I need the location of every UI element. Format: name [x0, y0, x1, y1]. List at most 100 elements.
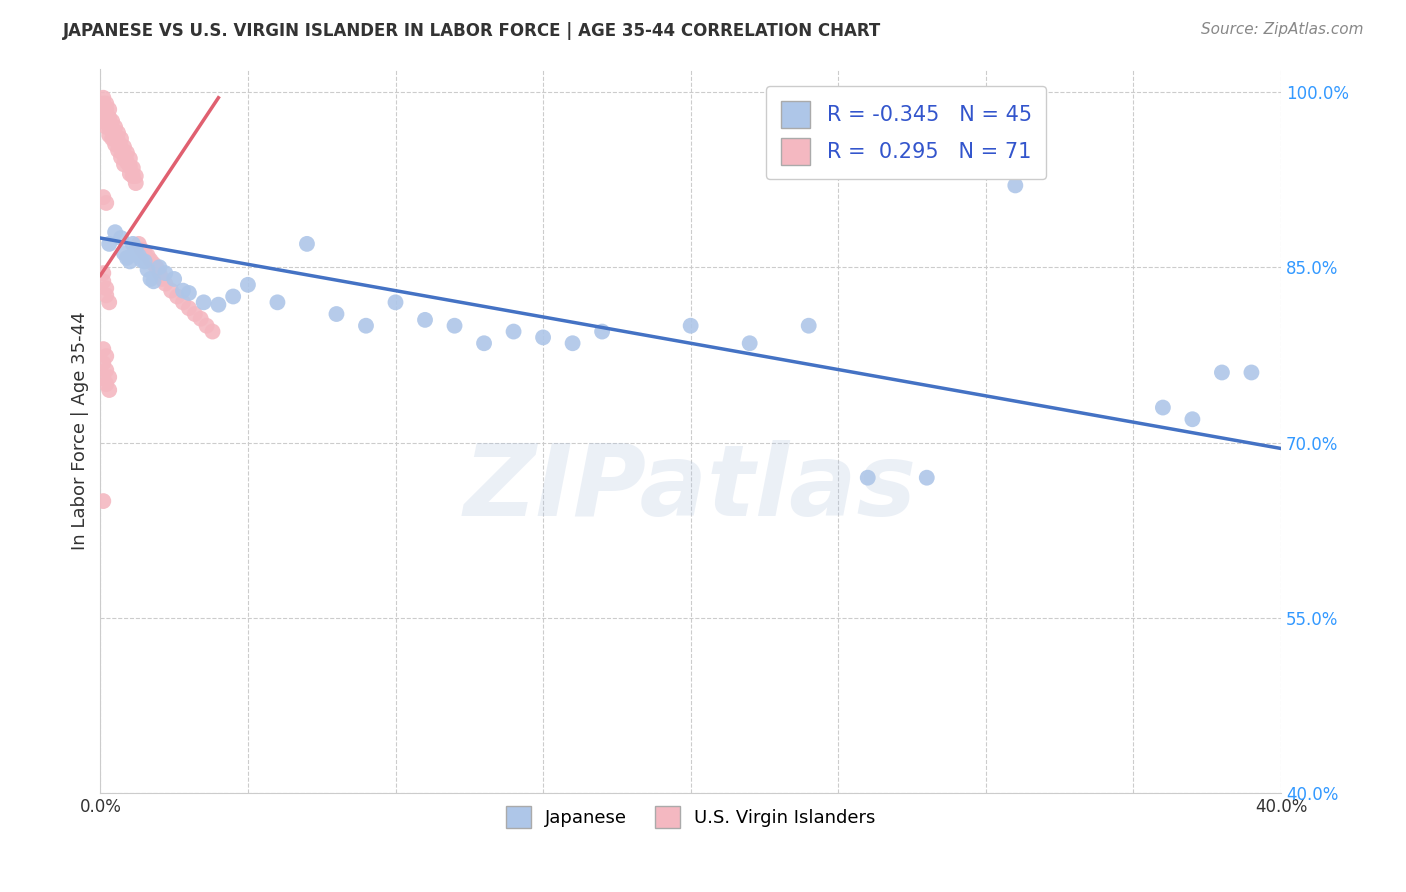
Point — [112, 140, 135, 154]
Point — [1004, 178, 1026, 193]
Point — [118, 160, 141, 174]
Point — [177, 301, 200, 315]
Point — [101, 114, 124, 128]
Legend: Japanese, U.S. Virgin Islanders: Japanese, U.S. Virgin Islanders — [499, 798, 883, 835]
Point — [139, 272, 162, 286]
Point — [115, 145, 138, 160]
Point — [91, 96, 114, 111]
Point — [472, 336, 495, 351]
Point — [98, 103, 121, 117]
Point — [190, 311, 212, 326]
Point — [91, 371, 114, 385]
Point — [101, 131, 124, 145]
Point — [91, 103, 114, 117]
Point — [207, 298, 229, 312]
Point — [150, 272, 173, 286]
Point — [91, 190, 114, 204]
Point — [222, 289, 245, 303]
Point — [96, 96, 118, 111]
Point — [128, 249, 150, 263]
Point — [131, 253, 153, 268]
Point — [91, 274, 114, 288]
Point — [1240, 366, 1263, 380]
Point — [193, 295, 215, 310]
Point — [354, 318, 377, 333]
Point — [118, 152, 141, 166]
Point — [591, 325, 613, 339]
Point — [107, 144, 129, 158]
Point — [134, 246, 156, 260]
Point — [121, 236, 143, 251]
Point — [121, 161, 143, 175]
Point — [125, 243, 148, 257]
Point — [531, 330, 554, 344]
Point — [134, 254, 156, 268]
Point — [148, 266, 170, 280]
Point — [163, 272, 186, 286]
Point — [131, 243, 153, 257]
Point — [142, 257, 165, 271]
Point — [91, 91, 114, 105]
Point — [1211, 366, 1233, 380]
Point — [201, 325, 224, 339]
Point — [101, 122, 124, 136]
Point — [110, 141, 132, 155]
Point — [112, 148, 135, 162]
Point — [738, 336, 761, 351]
Point — [110, 131, 132, 145]
Point — [118, 254, 141, 268]
Point — [915, 471, 938, 485]
Point — [91, 356, 114, 370]
Point — [98, 128, 121, 143]
Point — [679, 318, 702, 333]
Point — [118, 167, 141, 181]
Point — [145, 260, 167, 275]
Point — [148, 260, 170, 275]
Point — [128, 236, 150, 251]
Text: Source: ZipAtlas.com: Source: ZipAtlas.com — [1201, 22, 1364, 37]
Point — [443, 318, 465, 333]
Point — [96, 111, 118, 125]
Point — [91, 342, 114, 356]
Point — [155, 277, 177, 291]
Point — [91, 494, 114, 508]
Point — [104, 137, 127, 152]
Point — [91, 108, 114, 122]
Point — [96, 196, 118, 211]
Point — [125, 176, 148, 190]
Point — [110, 231, 132, 245]
Point — [295, 236, 318, 251]
Point — [98, 236, 121, 251]
Point — [797, 318, 820, 333]
Point — [104, 120, 127, 134]
Point — [98, 295, 121, 310]
Point — [1152, 401, 1174, 415]
Point — [172, 284, 194, 298]
Point — [98, 120, 121, 134]
Point — [236, 277, 259, 292]
Point — [96, 103, 118, 117]
Point — [266, 295, 288, 310]
Point — [155, 266, 177, 280]
Point — [96, 120, 118, 134]
Point — [177, 285, 200, 300]
Point — [136, 262, 159, 277]
Point — [413, 313, 436, 327]
Point — [112, 157, 135, 171]
Point — [384, 295, 406, 310]
Point — [96, 281, 118, 295]
Point — [110, 150, 132, 164]
Point — [91, 266, 114, 280]
Point — [115, 155, 138, 169]
Point — [502, 325, 524, 339]
Point — [172, 295, 194, 310]
Point — [104, 225, 127, 239]
Point — [98, 383, 121, 397]
Point — [107, 126, 129, 140]
Point — [1181, 412, 1204, 426]
Point — [136, 249, 159, 263]
Point — [142, 274, 165, 288]
Point — [139, 253, 162, 268]
Point — [107, 134, 129, 148]
Point — [160, 284, 183, 298]
